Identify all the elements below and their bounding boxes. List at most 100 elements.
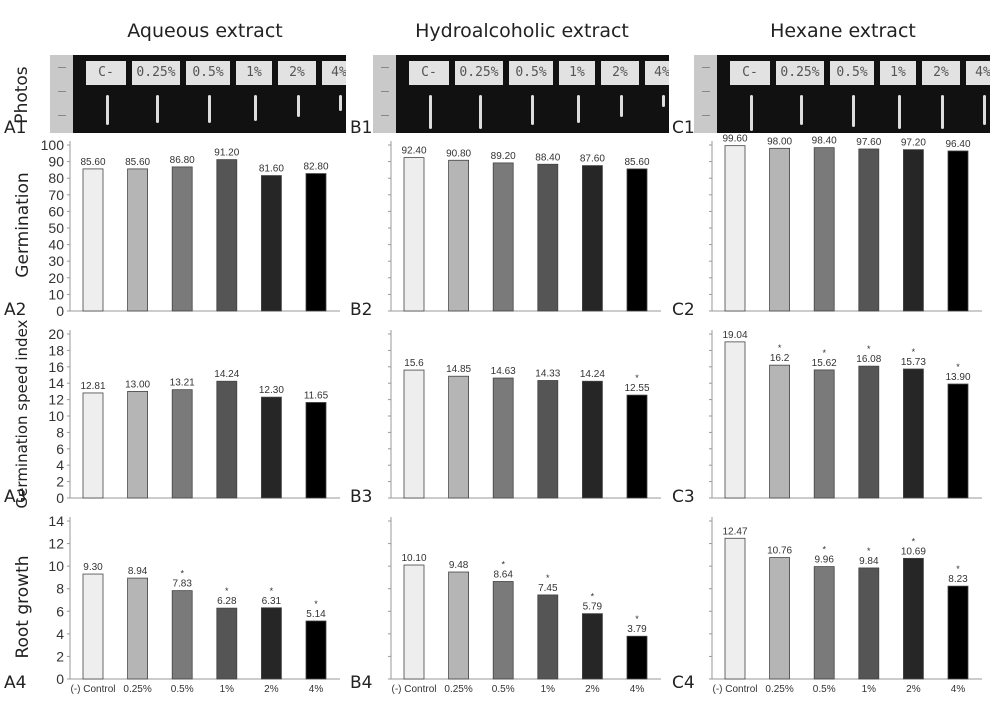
bar-value-label: 14.33	[535, 368, 560, 379]
x-category-label: 2%	[585, 684, 600, 695]
bar	[448, 571, 470, 680]
photo-tag: 2%	[922, 61, 960, 85]
photo-tag: 2%	[601, 61, 639, 85]
bar	[171, 166, 193, 312]
bar	[626, 635, 648, 680]
bar-value-label: 6.31	[262, 596, 282, 607]
bar-value-label: 7.45	[538, 583, 558, 594]
bar-value-label: 92.40	[401, 146, 426, 157]
bar	[724, 341, 746, 499]
bar	[537, 594, 559, 680]
y-tick-label: 14	[48, 513, 64, 529]
x-category-label: 1%	[220, 684, 235, 695]
bar-value-label: 81.60	[259, 164, 284, 175]
y-tick-label: 18	[48, 342, 64, 358]
bar-value-label: 15.62	[812, 358, 837, 369]
panel-id-b2: B2	[350, 300, 373, 320]
bar	[626, 394, 648, 499]
significance-asterisk: *	[867, 344, 871, 354]
bar	[82, 168, 104, 312]
bar-value-label: 16.08	[856, 354, 881, 365]
bar	[492, 581, 514, 680]
panel-id-b3: B3	[350, 487, 373, 507]
significance-asterisk: *	[912, 347, 916, 357]
bar-value-label: 16.2	[770, 353, 790, 364]
significance-asterisk: *	[778, 343, 782, 353]
bar-value-label: 97.60	[856, 137, 881, 148]
y-tick-label: 40	[48, 237, 64, 253]
y-tick-label: 8	[56, 424, 64, 440]
y-tick-label: 50	[48, 220, 64, 236]
seedling-root	[531, 95, 534, 125]
y-tick-label: 2	[56, 648, 64, 664]
panel-id-a1: A1	[4, 118, 27, 138]
seedling-photo-hexane: C- 0.25% 0.5% 1% 2% 4%	[694, 55, 990, 133]
bar	[216, 607, 238, 680]
significance-asterisk: *	[501, 559, 505, 569]
significance-asterisk: *	[180, 569, 184, 579]
significance-asterisk: *	[956, 564, 960, 574]
panel-id-a2: A2	[4, 300, 27, 320]
bar	[448, 375, 470, 499]
seedling-photo-hydroalcoholic: C- 0.25% 0.5% 1% 2% 4%	[373, 55, 669, 133]
panel-id-c3: C3	[672, 487, 695, 507]
ruler	[694, 55, 717, 133]
bar-value-label: 98.40	[812, 136, 837, 147]
bar-value-label: 99.60	[722, 134, 747, 145]
bar	[813, 369, 835, 499]
bar-value-label: 10.76	[767, 546, 792, 557]
panel-id-b1: B1	[350, 118, 373, 138]
seedling-photo-aqueous: C- 0.25% 0.5% 1% 2% 4%	[50, 55, 346, 133]
seedling-root	[297, 95, 300, 117]
photo-tag: 4%	[966, 61, 990, 85]
bar	[403, 369, 425, 499]
bar-value-label: 8.94	[128, 566, 148, 577]
photo-tag: C-	[86, 61, 126, 85]
y-tick-label: 4	[56, 457, 64, 473]
bar-value-label: 8.23	[948, 574, 968, 585]
bar-value-label: 12.55	[624, 383, 649, 394]
significance-asterisk: *	[591, 592, 595, 602]
seedling-root	[479, 95, 482, 129]
x-category-label: 1%	[541, 684, 556, 695]
bar	[305, 173, 327, 312]
y-tick-label: 2	[56, 474, 64, 490]
bar	[260, 607, 282, 680]
bar	[492, 162, 514, 312]
significance-asterisk: *	[546, 573, 550, 583]
bar-value-label: 9.48	[449, 560, 469, 571]
bar	[724, 145, 746, 312]
bar	[947, 150, 969, 312]
bar-value-label: 13.90	[945, 372, 970, 383]
photo-tag: 4%	[322, 61, 346, 85]
bar-value-label: 14.85	[446, 364, 471, 375]
panel-id-c4: C4	[672, 673, 695, 693]
bar	[171, 389, 193, 499]
bar	[582, 380, 603, 499]
column-title-hydroalcoholic: Hydroalcoholic extract	[415, 20, 629, 42]
bar	[82, 392, 104, 499]
y-tick-label: 60	[48, 203, 64, 219]
seedling-root	[620, 95, 623, 117]
bar-value-label: 88.40	[535, 152, 560, 163]
y-tick-label: 0	[56, 671, 64, 687]
bar	[403, 564, 425, 680]
seedling-root	[898, 95, 901, 129]
panel-id-c1: C1	[672, 118, 695, 138]
significance-asterisk: *	[822, 348, 826, 358]
seedling-root	[429, 95, 432, 129]
bar	[858, 365, 880, 499]
seedling-root	[941, 95, 944, 129]
x-category-label: (-) Control	[70, 684, 115, 695]
y-tick-label: 8	[56, 581, 64, 597]
y-tick-label: 4	[56, 626, 64, 642]
bar	[82, 573, 104, 680]
bar-value-label: 11.65	[304, 390, 329, 401]
bar	[813, 147, 835, 312]
bar	[813, 566, 835, 680]
y-tick-label: 100	[41, 137, 65, 153]
bar-value-label: 13.21	[170, 378, 195, 389]
bar-value-label: 5.79	[583, 602, 603, 613]
bar-value-label: 91.20	[214, 148, 239, 159]
ruler	[50, 55, 73, 133]
